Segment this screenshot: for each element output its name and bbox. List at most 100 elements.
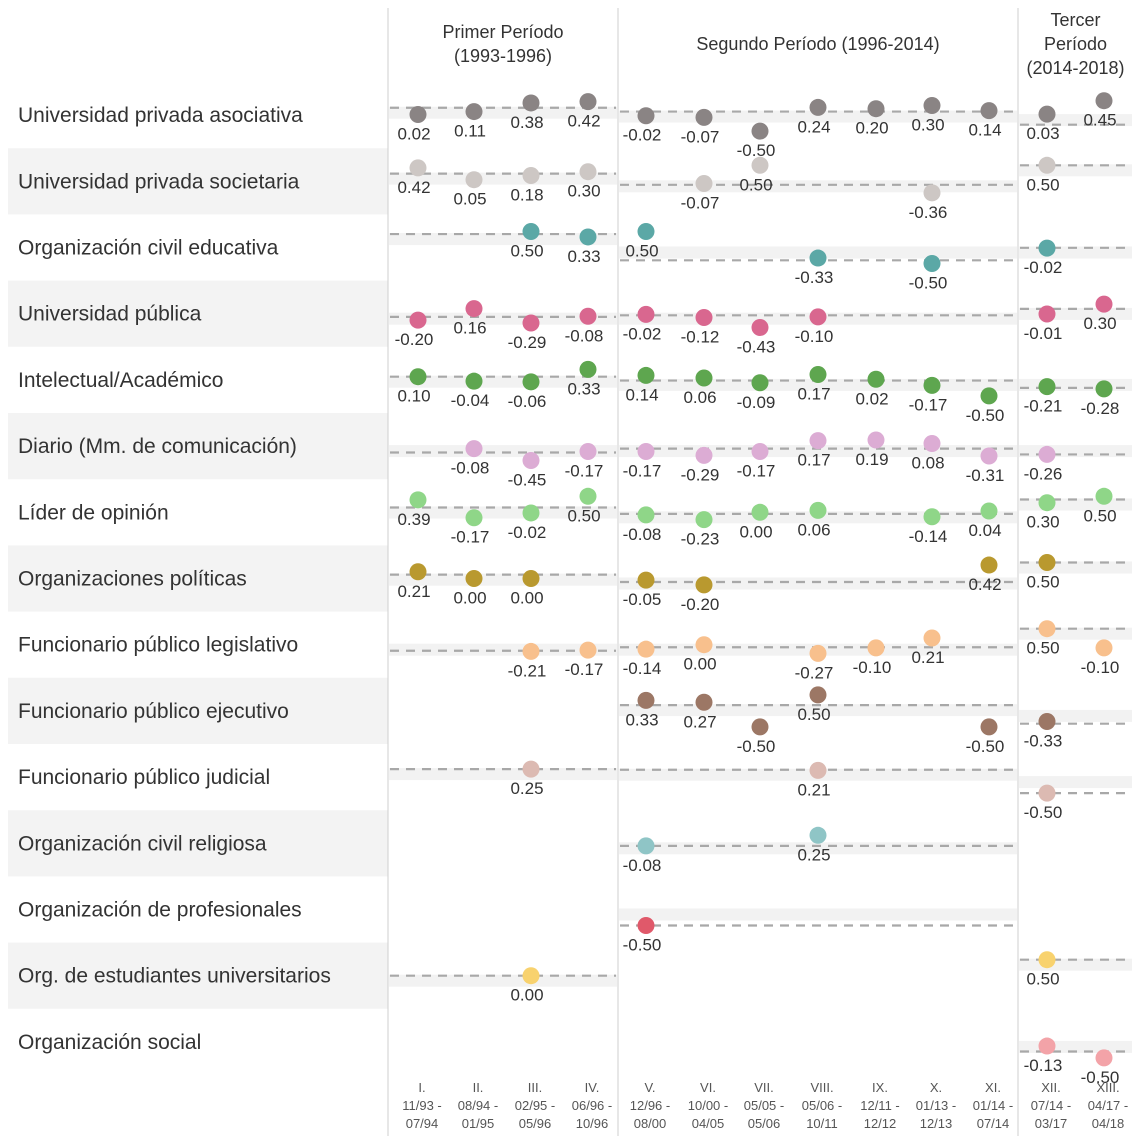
data-label: 0.38: [510, 113, 543, 132]
data-label: -0.05: [623, 590, 662, 609]
data-label: -0.01: [1024, 324, 1063, 343]
column-label: XI.: [985, 1080, 1001, 1095]
data-point: [1038, 620, 1056, 638]
row-labels: Universidad privada asociativa Universida…: [18, 104, 331, 1054]
column-label: IX.: [872, 1080, 888, 1095]
column-label: XII.: [1041, 1080, 1061, 1095]
data-point: [980, 102, 998, 120]
data-label: 0.17: [797, 384, 830, 403]
data-label: 0.50: [1026, 175, 1059, 194]
column-labels: I. 11/93 - 07/94 II. 08/94 - 01/95 III. 02/95 -…: [402, 1080, 1128, 1131]
data-label: -0.17: [565, 462, 604, 481]
data-point: [695, 636, 713, 654]
data-point: [579, 360, 597, 378]
column-label: 01/95: [462, 1116, 495, 1131]
data-label: -0.23: [681, 530, 720, 549]
data-point: [809, 826, 827, 844]
data-label: -0.02: [1024, 258, 1063, 277]
data-label: 0.02: [855, 389, 888, 408]
row-label: Universidad privada asociativa: [18, 104, 303, 127]
data-point: [695, 511, 713, 529]
average-band: [1019, 378, 1132, 391]
column-label: 07/94: [406, 1116, 439, 1131]
data-point: [522, 167, 540, 185]
row-band: [8, 677, 388, 744]
data-label: 0.21: [797, 780, 830, 799]
average-band: [619, 704, 1017, 717]
data-point: [867, 370, 885, 388]
column-label: 07/14: [977, 1116, 1010, 1131]
row-band: [8, 942, 388, 1009]
column-label: 08/00: [634, 1116, 667, 1131]
data-point: [809, 432, 827, 450]
data-label: -0.50: [966, 737, 1005, 756]
data-point: [522, 642, 540, 660]
data-label: -0.36: [909, 203, 948, 222]
column-label: 04/17 -: [1088, 1098, 1128, 1113]
average-band: [389, 233, 617, 246]
data-label: 0.24: [797, 117, 830, 136]
data-point: [695, 108, 713, 126]
row-label: Universidad pública: [18, 303, 202, 326]
data-label: -0.04: [451, 391, 490, 410]
data-point: [579, 641, 597, 659]
data-point: [409, 491, 427, 509]
period-dividers: [387, 8, 1019, 1136]
data-label: 0.05: [453, 190, 486, 209]
row-label: Org. de estudiantes universitarios: [18, 965, 331, 988]
average-band: [1019, 776, 1132, 789]
column-label: XIII.: [1096, 1080, 1119, 1095]
average-band: [1019, 709, 1132, 722]
data-point: [809, 686, 827, 704]
data-label: 0.06: [683, 388, 716, 407]
data-point: [637, 837, 655, 855]
data-label: 0.20: [855, 119, 888, 138]
data-point: [579, 93, 597, 111]
data-label: 0.18: [510, 186, 543, 205]
data-point: [637, 640, 655, 658]
column-label: 10/11: [806, 1116, 838, 1131]
row-band: [8, 413, 388, 480]
data-label: 0.50: [567, 506, 600, 525]
data-point: [751, 374, 769, 392]
column-label: 03/17: [1035, 1116, 1068, 1131]
data-point: [695, 446, 713, 464]
data-point: [465, 509, 483, 527]
data-point: [751, 318, 769, 336]
data-point: [867, 100, 885, 118]
column-label: 12/13: [920, 1116, 953, 1131]
data-point: [980, 556, 998, 574]
data-point: [1038, 1037, 1056, 1055]
data-label: -0.26: [1024, 464, 1063, 483]
data-label: 0.25: [510, 779, 543, 798]
data-label: -0.07: [681, 194, 720, 213]
data-point: [465, 440, 483, 458]
data-point: [637, 107, 655, 125]
data-point: [522, 94, 540, 112]
data-point: [980, 447, 998, 465]
data-label: 0.00: [683, 655, 716, 674]
data-label: 0.21: [397, 582, 430, 601]
data-label: -0.08: [565, 326, 604, 345]
data-label: -0.43: [737, 337, 776, 356]
column-label: 11/93 -: [402, 1098, 442, 1113]
period-title: Primer Período: [442, 22, 563, 42]
data-point: [1095, 380, 1113, 398]
data-point: [409, 563, 427, 581]
row-label: Intelectual/Académico: [18, 369, 223, 392]
column-label: 01/14 -: [973, 1098, 1013, 1113]
data-point: [867, 639, 885, 657]
data-point: [1095, 92, 1113, 110]
data-point: [1095, 295, 1113, 313]
data-point: [751, 718, 769, 736]
average-band: [389, 172, 617, 185]
row-band: [8, 148, 388, 215]
data-point: [695, 175, 713, 193]
average-band: [389, 375, 617, 388]
data-point: [751, 443, 769, 461]
data-label: 0.14: [625, 385, 658, 404]
data-label: 0.39: [397, 510, 430, 529]
data-label: -0.50: [623, 936, 662, 955]
data-point: [1038, 712, 1056, 730]
data-label: -0.06: [508, 392, 547, 411]
